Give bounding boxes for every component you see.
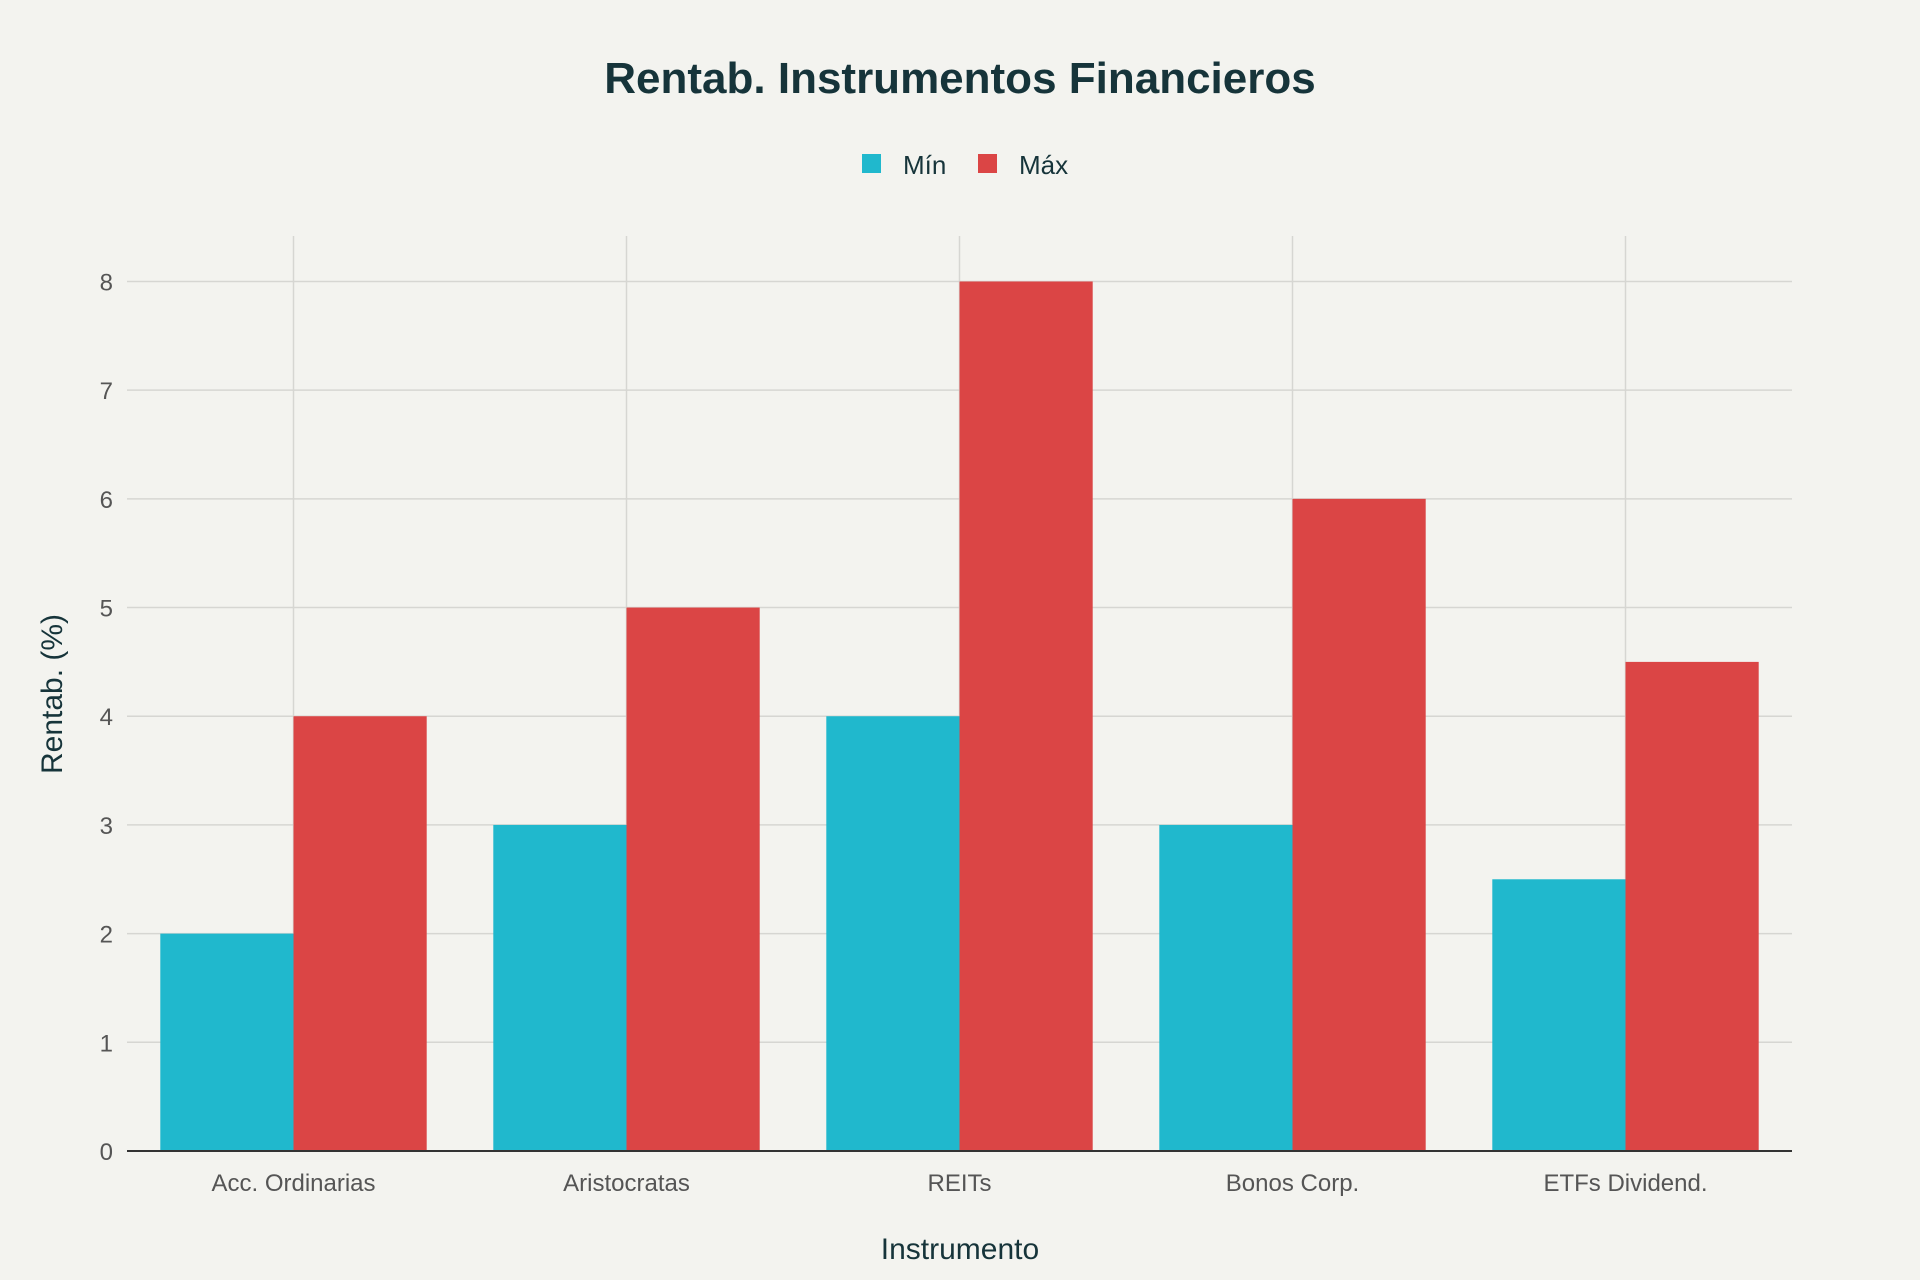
bar-min [826, 716, 960, 1151]
bars [160, 281, 1759, 1151]
chart-title: Rentab. Instrumentos Financieros [604, 54, 1315, 103]
legend: Mín Máx [862, 150, 1068, 180]
y-tick-label: 6 [100, 487, 113, 514]
x-tick-label: ETFs Dividend. [1543, 1170, 1707, 1197]
y-tick-label: 5 [100, 596, 113, 623]
x-tick-label: Acc. Ordinarias [211, 1170, 375, 1197]
y-tick-label: 0 [100, 1139, 113, 1166]
y-tick-label: 4 [100, 704, 113, 731]
x-tick-label: Bonos Corp. [1226, 1170, 1359, 1197]
bar-max [959, 281, 1093, 1151]
y-tick-label: 1 [100, 1030, 113, 1057]
x-tick-label: Aristocratas [563, 1170, 690, 1197]
bar-min [1492, 879, 1626, 1151]
bar-min [160, 933, 294, 1151]
bar-min [1159, 824, 1293, 1151]
bar-max [626, 607, 760, 1151]
y-tick-label: 3 [100, 813, 113, 840]
legend-label-min: Mín [903, 150, 946, 180]
bar-max [293, 716, 427, 1151]
y-tick-label: 2 [100, 922, 113, 949]
bar-min [493, 824, 627, 1151]
y-tick-label: 7 [100, 378, 113, 405]
y-axis-title: Rentab. (%) [36, 614, 69, 774]
legend-swatch-min [862, 154, 881, 173]
x-axis-ticks: Acc. Ordinarias Aristocratas REITs Bonos Co… [211, 1170, 1707, 1197]
x-tick-label: REITs [927, 1170, 991, 1197]
legend-swatch-max [978, 154, 997, 173]
legend-label-max: Máx [1019, 150, 1068, 180]
y-tick-label: 8 [100, 269, 113, 296]
x-axis-title: Instrumento [881, 1233, 1039, 1266]
y-axis-ticks: 0 1 2 3 4 5 6 7 8 [100, 269, 113, 1166]
bar-max [1625, 661, 1759, 1151]
bar-max [1292, 498, 1426, 1151]
